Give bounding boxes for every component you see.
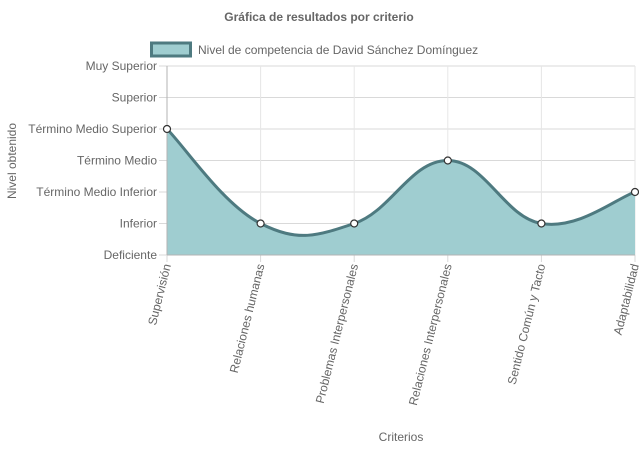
x-axis-title: Criterios xyxy=(379,430,424,444)
y-tick-label: Término Medio Superior xyxy=(28,122,157,136)
chart-legend[interactable]: Nivel de competencia de David Sánchez Do… xyxy=(150,41,479,58)
x-tick-label: Relaciones Interpersonales xyxy=(406,262,455,406)
data-point[interactable] xyxy=(162,124,172,134)
data-point[interactable] xyxy=(630,187,639,197)
x-tick-label: Adaptabilidad xyxy=(611,262,639,336)
data-point[interactable] xyxy=(443,156,452,165)
data-area xyxy=(165,127,636,255)
legend-swatch xyxy=(150,41,192,58)
axes xyxy=(166,66,635,256)
y-tick-label: Inferior xyxy=(120,217,157,231)
x-tick-labels: Supervisión Relaciones humanas Problemas I… xyxy=(145,262,639,407)
y-tick-label: Término Medio Inferior xyxy=(36,185,157,199)
y-tick-label: Deficiente xyxy=(104,248,158,262)
legend-label: Nivel de competencia de David Sánchez Do… xyxy=(198,43,478,57)
y-axis-title: Nivel obtenido xyxy=(5,123,19,199)
y-tick-labels: Deficiente Inferior Término Medio Inferior… xyxy=(28,59,157,262)
y-tick-label: Muy Superior xyxy=(86,59,157,73)
series-area-fill xyxy=(167,129,635,255)
data-point[interactable] xyxy=(256,219,265,228)
y-tick-label: Superior xyxy=(112,91,157,105)
x-tick-label: Supervisión xyxy=(145,262,174,326)
data-point[interactable] xyxy=(537,219,546,228)
series-line xyxy=(165,127,636,237)
x-tick-label: Sentido Común y Tacto xyxy=(505,262,549,386)
data-point[interactable] xyxy=(350,219,359,228)
x-tick-label: Problemas Interpersonales xyxy=(313,262,361,405)
x-tick-label: Relaciones humanas xyxy=(227,262,268,374)
y-tick-label: Término Medio xyxy=(77,154,157,168)
chart-title: Gráfica de resultados por criterio xyxy=(224,10,413,24)
